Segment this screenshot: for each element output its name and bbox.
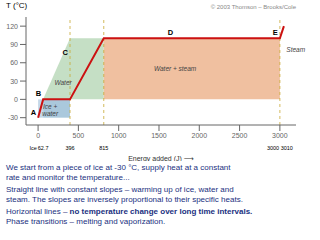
svg-text:815: 815 — [99, 145, 108, 151]
html-text:Horizontal lines – no temperat: Horizontal lines – no temperature change… — [6, 207, 253, 216]
html-text:Phase transitions – melting an: Phase transitions – melting and vaporiza… — [6, 216, 166, 226]
svg-text:3000: 3000 — [272, 132, 288, 139]
svg-text:0: 0 — [36, 132, 40, 139]
html-text:© 2003 Thomson – Brooks/Cole: © 2003 Thomson – Brooks/Cole — [210, 4, 296, 10]
svg-text:2000: 2000 — [191, 132, 207, 139]
svg-text:120: 120 — [8, 23, 18, 30]
svg-text:Water + steam: Water + steam — [154, 64, 197, 71]
html-text:Straight line with constant sl: Straight line with constant slopes – war… — [6, 185, 234, 194]
svg-text:60: 60 — [10, 59, 18, 66]
svg-text:A: A — [31, 108, 37, 117]
svg-text:1500: 1500 — [151, 132, 167, 139]
svg-text:Ice: Ice — [30, 145, 37, 151]
svg-text:E: E — [273, 28, 278, 37]
html-text:steam. The slopes are inversel: steam. The slopes are inversely proporti… — [6, 194, 243, 204]
html-text:We start from a piece of ice a: We start from a piece of ice at -30 °C, … — [6, 163, 231, 172]
svg-text:C: C — [63, 48, 69, 57]
svg-text:Energy added (J) ⟶: Energy added (J) ⟶ — [128, 155, 194, 161]
svg-text:D: D — [168, 28, 174, 37]
svg-text:Water: Water — [54, 79, 72, 86]
html-text:rate and monitor the temperatu: rate and monitor the temperature... — [6, 172, 130, 182]
svg-text:Ice +water: Ice +water — [42, 102, 59, 116]
svg-text:3000 3010: 3000 3010 — [267, 145, 293, 151]
svg-text:-30: -30 — [8, 114, 18, 121]
svg-text:90: 90 — [10, 41, 18, 48]
svg-text:Steam: Steam — [286, 46, 305, 53]
svg-text:30: 30 — [10, 78, 18, 85]
svg-text:396: 396 — [65, 145, 74, 151]
svg-text:500: 500 — [73, 132, 85, 139]
svg-text:B: B — [36, 89, 42, 98]
svg-text:2500: 2500 — [232, 132, 248, 139]
svg-text:62.7: 62.7 — [38, 145, 49, 151]
svg-text:0: 0 — [14, 96, 18, 103]
html-text:T (°C): T (°C) — [6, 1, 28, 10]
svg-text:1000: 1000 — [111, 132, 127, 139]
